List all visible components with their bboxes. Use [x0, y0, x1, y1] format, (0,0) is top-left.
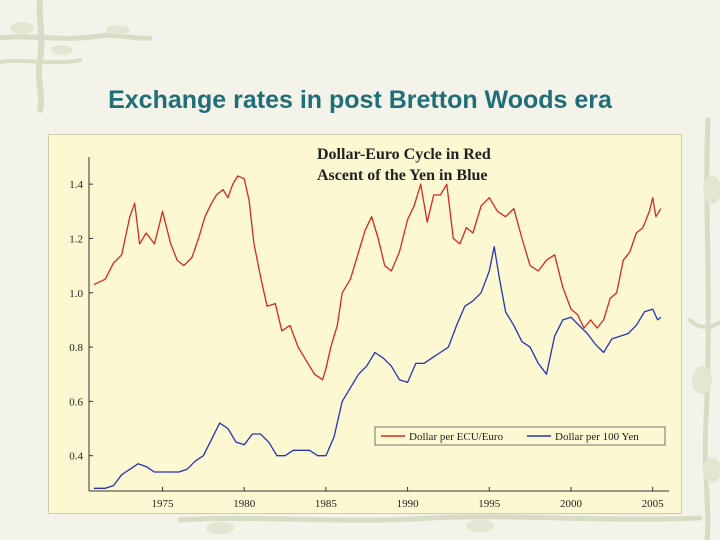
- axes: [88, 157, 669, 492]
- legend-label-euro: Dollar per ECU/Euro: [409, 431, 504, 443]
- x-tick-label: 1980: [233, 498, 256, 510]
- x-tick-label: 1975: [152, 498, 175, 510]
- y-tick-label: 0.8: [69, 342, 83, 354]
- chart-title: Dollar-Euro Cycle in Red: [317, 146, 491, 163]
- y-tick-label: 0.4: [69, 451, 83, 463]
- chart-subtitle: Ascent of the Yen in Blue: [317, 167, 488, 184]
- slide-title: Exchange rates in post Bretton Woods era: [108, 86, 612, 114]
- x-tick-label: 1995: [478, 498, 501, 510]
- series-line-dollar-euro: [93, 175, 662, 381]
- y-tick-label: 1.2: [69, 233, 83, 245]
- x-tick-label: 2000: [560, 498, 583, 510]
- y-tick-label: 1.0: [69, 288, 83, 300]
- legend-label-yen: Dollar per 100 Yen: [555, 431, 639, 443]
- series-line-dollar-yen: [93, 245, 662, 489]
- exchange-rate-chart: 0.4 0.6 0.8 1.0 1.2 1.4 1975 1980 1985 1990 1995 20…: [69, 146, 669, 510]
- legend: Dollar per ECU/Euro Dollar per 100 Yen: [374, 426, 666, 446]
- x-tick-label: 1990: [397, 498, 420, 510]
- x-tick-label: 2005: [642, 498, 665, 510]
- legend-box: [374, 426, 666, 446]
- chart-panel: 0.4 0.6 0.8 1.0 1.2 1.4 1975 1980 1985 1990 1995 20…: [48, 134, 682, 514]
- y-tick-label: 1.4: [69, 179, 83, 191]
- y-tick-label: 0.6: [69, 396, 83, 408]
- x-tick-label: 1985: [315, 498, 338, 510]
